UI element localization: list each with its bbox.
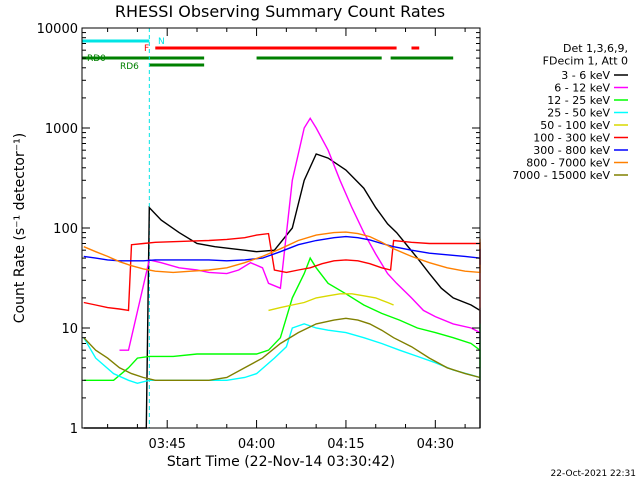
x-tick-label: 04:15 <box>327 437 364 452</box>
y-tick-label: 10 <box>61 322 78 337</box>
flag-bars: NF RD0 RD6 <box>82 37 454 72</box>
series-line <box>268 293 394 312</box>
series-line <box>83 153 481 429</box>
legend-label: 300 - 800 keV <box>533 144 610 157</box>
x-axis-label: Start Time (22-Nov-14 03:30:42) <box>167 454 395 470</box>
plot-frame <box>81 27 481 429</box>
footer-date: 22-Oct-2021 22:31 <box>551 469 636 479</box>
x-tick-label: 03:45 <box>148 437 185 452</box>
legend-header: Det 1,3,6,9, <box>563 42 628 55</box>
legend-label: 6 - 12 keV <box>554 82 610 95</box>
x-tick-label: 04:00 <box>238 437 275 452</box>
legend-label: 25 - 50 keV <box>547 107 610 120</box>
series-line <box>83 307 481 385</box>
y-tick-label: 1000 <box>45 122 78 137</box>
legend-label: 100 - 300 keV <box>533 132 610 145</box>
y-axis-label: Count Rate (s⁻¹ detector⁻¹) <box>12 133 28 323</box>
y-tick-label: 1 <box>70 422 78 437</box>
series-line <box>83 256 481 381</box>
legend-label: 50 - 100 keV <box>540 119 610 132</box>
series-line <box>83 317 481 381</box>
flag-label: RD6 <box>120 62 139 72</box>
legend-label: 7000 - 15000 keV <box>512 169 610 182</box>
legend-header: FDecim 1, Att 0 <box>543 55 628 68</box>
chart-title: RHESSI Observing Summary Count Rates <box>115 2 445 21</box>
y-tick-label: 100 <box>53 222 78 237</box>
legend-label: 12 - 25 keV <box>547 94 610 107</box>
axes: 1 10 100 1000 10000 03:45 04:00 04:15 04:30 <box>37 22 480 452</box>
flag-label: RD0 <box>87 54 106 64</box>
plot-area <box>81 28 481 429</box>
flag-label: F <box>144 44 149 54</box>
legend-label: 3 - 6 keV <box>561 69 610 82</box>
legend-label: 800 - 7000 keV <box>526 157 610 170</box>
x-tick-label: 04:30 <box>417 437 454 452</box>
series-line <box>119 116 481 351</box>
y-tick-label: 10000 <box>37 22 78 37</box>
flag-label: N <box>158 37 165 47</box>
